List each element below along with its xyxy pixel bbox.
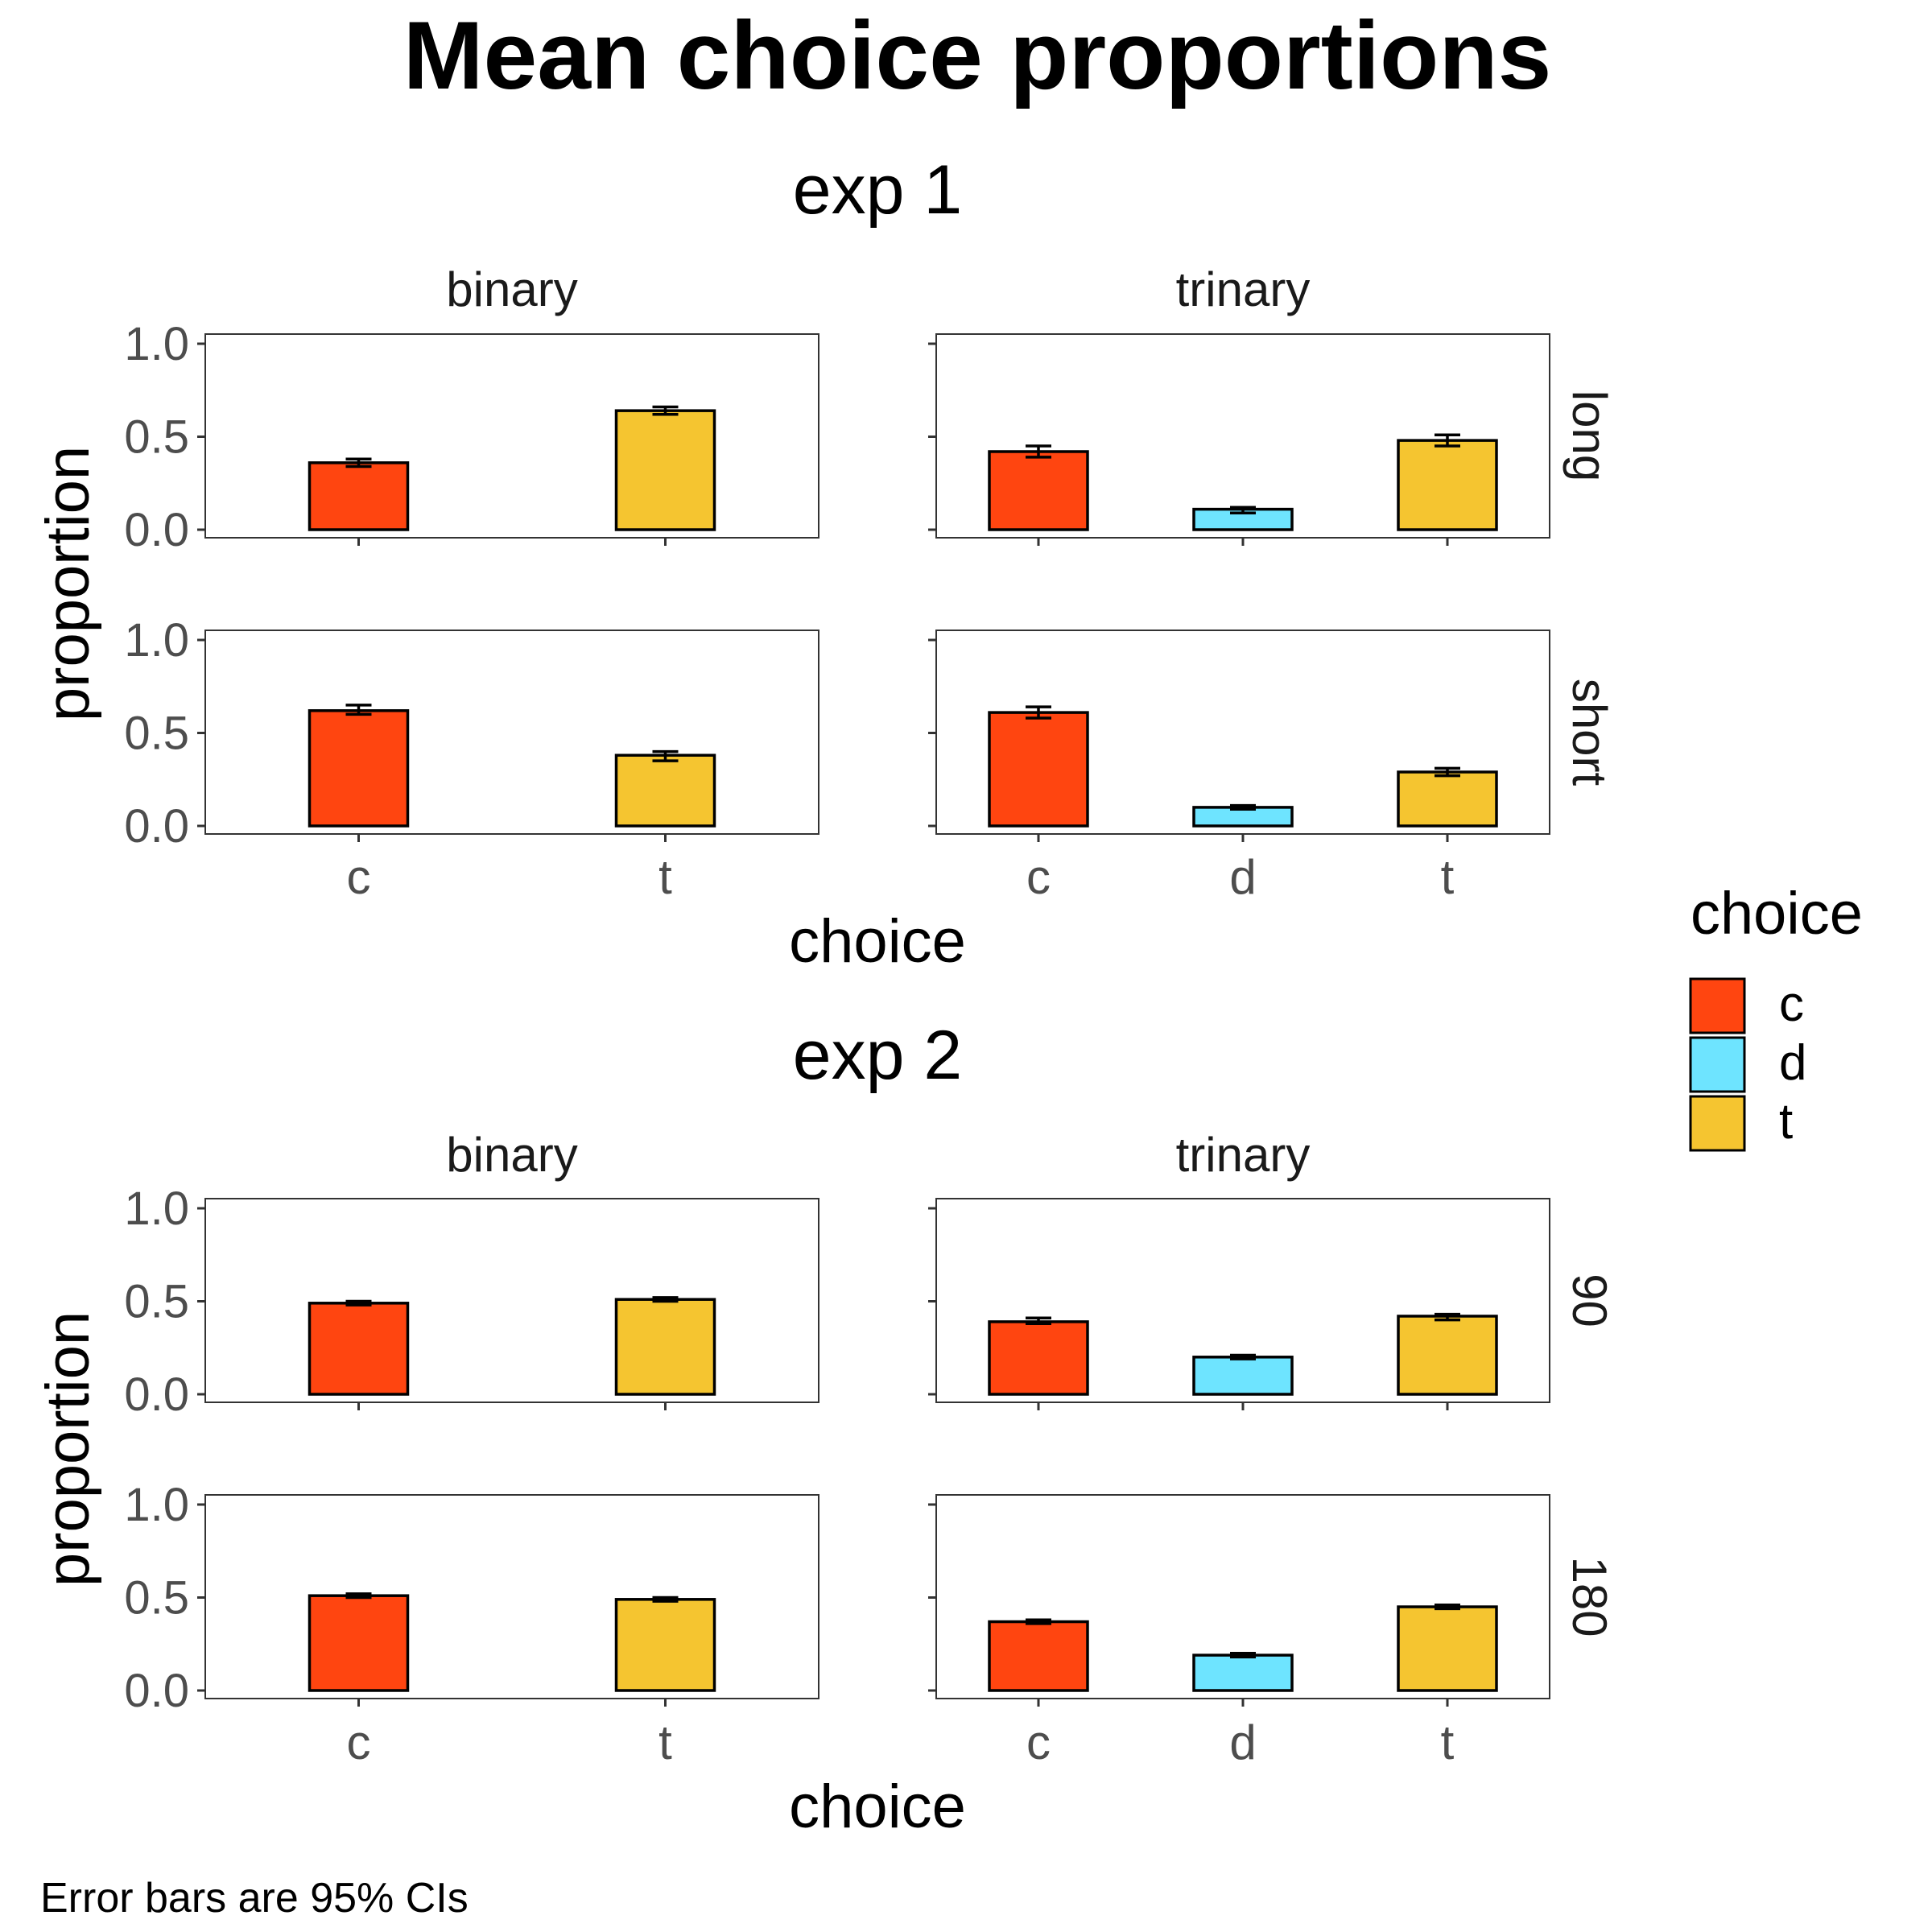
legend-label-d: d <box>1779 1035 1806 1091</box>
x-axis-label: choice <box>789 1773 966 1841</box>
y-tick-label: 1.0 <box>124 614 189 667</box>
bar-t <box>1397 439 1498 531</box>
legend: choice cdt <box>1689 880 1863 1152</box>
y-tick-label: 0.0 <box>124 1665 189 1717</box>
facet-row-label: short <box>1563 679 1616 786</box>
legend-title: choice <box>1690 880 1863 947</box>
bar-c <box>308 1594 410 1692</box>
x-tick-label: d <box>1229 1715 1256 1769</box>
y-tick-label: 1.0 <box>124 1479 189 1531</box>
bar-t <box>614 1598 716 1692</box>
experiment-title: exp 1 <box>793 151 962 229</box>
legend-label-c: c <box>1779 976 1804 1032</box>
y-axis-label: proportion <box>34 1311 102 1587</box>
x-axis-label: choice <box>789 907 966 976</box>
bar-c <box>988 1620 1089 1692</box>
bar-c <box>308 709 410 828</box>
panel-border <box>204 1494 819 1699</box>
y-tick-label: 1.0 <box>124 1183 189 1235</box>
panel-binary-180: 0.0 0.5 1.0 c t <box>124 1479 819 1769</box>
x-tick-label: t <box>1441 850 1455 904</box>
y-tick-label: 0.5 <box>124 411 189 464</box>
facet-row-label: long <box>1563 390 1616 481</box>
facet-row-label: 180 <box>1563 1556 1616 1637</box>
facet-column-label: binary <box>446 1128 577 1182</box>
y-tick-label: 0.0 <box>124 504 189 556</box>
bar-c <box>988 450 1089 531</box>
x-tick-label: c <box>347 850 371 904</box>
y-tick-label: 1.0 <box>124 318 189 370</box>
x-tick-label: c <box>1026 850 1051 904</box>
bar-d <box>1192 1653 1294 1692</box>
panel-border <box>935 630 1550 835</box>
facet-row-label: 90 <box>1563 1274 1616 1327</box>
panel-border <box>204 630 819 835</box>
bar-t <box>1397 770 1498 828</box>
y-tick-label: 0.5 <box>124 708 189 760</box>
panel-binary-short: 0.0 0.5 1.0 c t <box>124 614 819 904</box>
panel-border <box>204 333 819 539</box>
x-tick-label: t <box>658 850 672 904</box>
y-tick-label: 0.0 <box>124 800 189 852</box>
y-tick-label: 0.5 <box>124 1572 189 1624</box>
bar-t <box>614 1298 716 1396</box>
experiment-title: exp 2 <box>793 1017 962 1094</box>
bar-t <box>1397 1315 1498 1396</box>
caption: Error bars are 95% CIs <box>40 1875 469 1922</box>
panel-border <box>204 1198 819 1403</box>
panel-border <box>935 1198 1550 1403</box>
bar-d <box>1192 1356 1294 1396</box>
experiment-2: exp 2 binary trinary 90 180 0.0 0.5 1.0 0.0 0.5 1.… <box>34 1017 1616 1841</box>
legend-key-d <box>1689 1036 1746 1093</box>
panel-trinary-90 <box>928 1198 1550 1410</box>
x-tick-label: c <box>1026 1715 1051 1769</box>
y-tick-label: 0.0 <box>124 1368 189 1421</box>
legend-key-c <box>1689 977 1746 1034</box>
facet-column-label: trinary <box>1176 1128 1311 1182</box>
figure-title: Mean choice proportions <box>403 2 1552 109</box>
panel-border <box>935 333 1550 539</box>
x-tick-label: t <box>1441 1715 1455 1769</box>
panel-trinary-long <box>928 333 1550 546</box>
legend-items: cdt <box>1689 976 1806 1152</box>
bar-c <box>308 1302 410 1396</box>
x-tick-label: c <box>347 1715 371 1769</box>
panel-binary-long: 0.0 0.5 1.0 <box>124 318 819 556</box>
panel-binary-90: 0.0 0.5 1.0 <box>124 1183 819 1421</box>
y-axis-label: proportion <box>34 446 102 721</box>
legend-label-t: t <box>1779 1094 1793 1150</box>
bar-c <box>988 1320 1089 1396</box>
bar-t <box>1397 1605 1498 1692</box>
bar-t <box>614 409 716 531</box>
facet-column-label: trinary <box>1176 262 1311 316</box>
bar-c <box>988 711 1089 828</box>
bar-t <box>614 753 716 828</box>
legend-key-t <box>1689 1095 1746 1152</box>
bar-c <box>308 461 410 531</box>
x-tick-label: d <box>1229 850 1256 904</box>
panel-border <box>935 1494 1550 1699</box>
x-tick-label: t <box>658 1715 672 1769</box>
facet-column-label: binary <box>446 262 577 316</box>
y-tick-label: 0.5 <box>124 1276 189 1328</box>
